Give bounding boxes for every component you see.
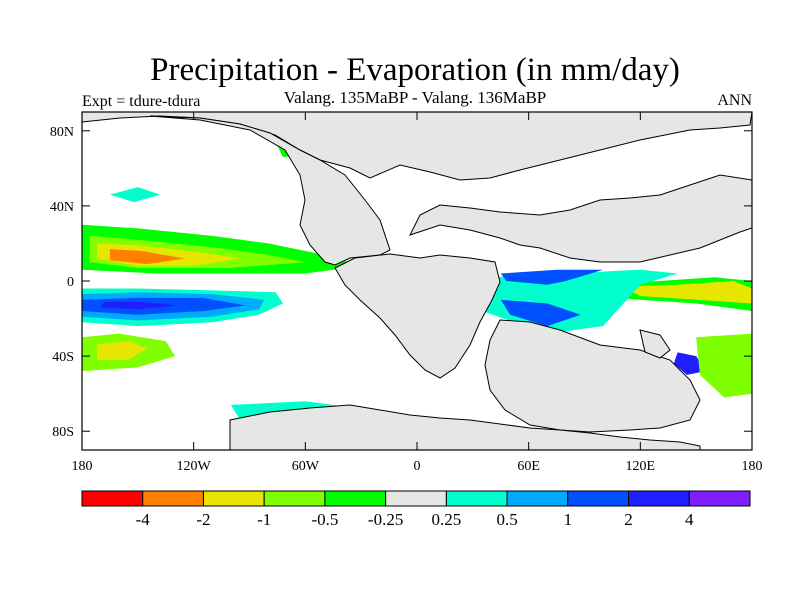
lon-tick-label: 180: [72, 459, 93, 474]
colorbar-label: -1: [257, 510, 271, 529]
map-subtitle: Valang. 135MaBP - Valang. 136MaBP: [283, 88, 547, 107]
axis-ticks: 80N 40N 0 40S 80S 180 120W 60W 0 60E 120E 180: [50, 112, 763, 474]
lat-tick-label: 80S: [52, 425, 74, 440]
experiment-label: Expt = tdure-tdura: [82, 93, 201, 110]
lat-tick-label: 40N: [50, 200, 74, 215]
colorbar-label: 0.25: [431, 510, 461, 529]
colorbar-label: 2: [624, 510, 633, 529]
lat-tick-label: 0: [67, 275, 74, 290]
map-title: Precipitation - Evaporation (in mm/day): [150, 52, 680, 88]
landmasses: [82, 112, 752, 450]
colorbar-label: 4: [685, 510, 694, 529]
colorbar-swatch: [142, 490, 204, 507]
colorbar-label: -0.5: [311, 510, 338, 529]
contour-region-west-pacific-negative-core: [621, 281, 752, 304]
lat-tick-label: 40S: [52, 350, 74, 365]
land-antarctica: [229, 404, 701, 450]
lon-tick-label: 180: [742, 459, 763, 474]
land-eurasia-south: [409, 174, 752, 263]
lat-tick-label: 80N: [50, 125, 74, 140]
land-south-america-africa: [334, 253, 501, 379]
lon-tick-label: 60W: [292, 459, 320, 474]
colorbar: -4 -2 -1 -0.5 -0.25 0.25 0.5 1 2 4: [81, 490, 751, 529]
colorbar-label: -2: [196, 510, 210, 529]
land-india-australia: [484, 319, 701, 433]
colorbar-label: 1: [564, 510, 573, 529]
colorbar-swatch: [688, 490, 751, 507]
colorbar-swatch: [628, 490, 690, 507]
lon-tick-label: 60E: [517, 459, 540, 474]
contour-region-east-coast-positive: [673, 352, 706, 375]
contour-region-southeast-negative: [696, 333, 752, 398]
colorbar-swatch: [445, 490, 508, 507]
colorbar-swatch: [567, 490, 630, 507]
contour-region-indian-positive-south: [500, 299, 581, 327]
lon-tick-label: 0: [414, 459, 421, 474]
lon-tick-label: 120W: [177, 459, 212, 474]
colorbar-label: -4: [136, 510, 151, 529]
colorbar-label: 0.5: [496, 510, 517, 529]
colorbar-label: -0.25: [368, 510, 403, 529]
colorbar-swatch: [506, 490, 569, 507]
season-label: ANN: [717, 92, 752, 109]
colorbar-swatch: [202, 490, 265, 507]
colorbar-swatch: [385, 490, 447, 507]
contour-region-north-atlantic-positive: [109, 187, 161, 203]
lon-tick-label: 120E: [626, 459, 656, 474]
contour-region-tropical-pacific-positive-max: [100, 301, 179, 310]
colorbar-swatch: [263, 490, 326, 507]
contour-region-north-pacific-negative-max: [109, 249, 185, 265]
contour-region-south-pacific-negative-core: [96, 341, 148, 360]
contour-region-indian-positive-core: [500, 269, 604, 285]
land-pacific-islands: [639, 329, 671, 359]
colorbar-swatch: [324, 490, 387, 507]
colorbar-swatch: [81, 490, 144, 507]
